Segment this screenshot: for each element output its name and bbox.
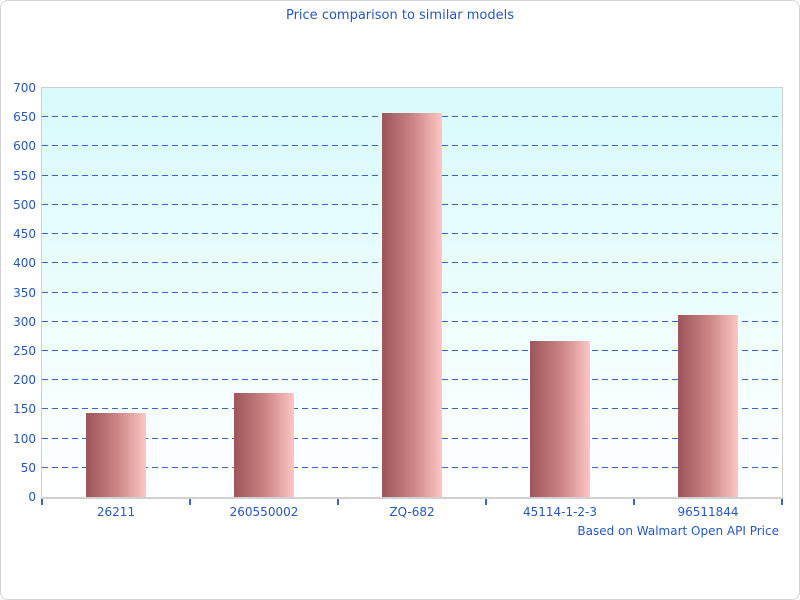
bar-260550002 <box>234 393 294 497</box>
y-axis-tick-label: 200 <box>13 373 36 388</box>
bar-ZQ-682 <box>382 112 442 497</box>
chart-title: Price comparison to similar models <box>285 8 515 23</box>
y-axis-tick-label: 50 <box>20 460 36 475</box>
x-axis-category-label: 260550002 <box>229 505 299 519</box>
bar-45114-1-2-3 <box>530 341 590 497</box>
bar-96511844 <box>678 315 738 497</box>
y-axis-tick-label: 650 <box>13 110 36 125</box>
bar-26211 <box>86 412 146 497</box>
y-axis-tick-label: 300 <box>13 314 36 329</box>
x-axis-tick-mark <box>337 499 339 505</box>
plot-area <box>41 87 783 505</box>
x-axis-category-label: 96511844 <box>677 505 739 519</box>
x-axis-tick-mark <box>485 499 487 505</box>
x-axis-category-label: ZQ-682 <box>389 505 435 519</box>
x-axis-labels: 26211 260550002 ZQ-682 45114-1-2-3 96511844 <box>42 505 782 521</box>
x-axis-category-label: 45114-1-2-3 <box>522 505 598 519</box>
chart-footer-note: Based on Walmart Open API Price <box>577 524 779 538</box>
y-axis-tick-label: 550 <box>13 168 36 183</box>
y-axis-tick-label: 250 <box>13 343 36 358</box>
x-axis-tick-mark <box>189 499 191 505</box>
y-axis-tick-label: 350 <box>13 285 36 300</box>
y-axis-labels: 0 50 100 150 200 250 300 350 400 450 500 550 600 650 7… <box>1 81 36 504</box>
y-axis-tick-label: 100 <box>13 431 36 446</box>
y-axis-tick-label: 700 <box>13 81 36 95</box>
y-axis-tick-label: 0 <box>28 490 36 504</box>
y-axis-tick-label: 150 <box>13 402 36 417</box>
x-axis-tick-mark <box>41 499 43 505</box>
y-axis-tick-label: 450 <box>13 227 36 242</box>
y-axis-tick-label: 500 <box>13 197 36 212</box>
y-axis-tick-label: 400 <box>13 256 36 271</box>
y-axis-tick-label: 600 <box>13 139 36 154</box>
x-axis-tick-mark <box>781 499 783 505</box>
x-axis-tick-mark <box>633 499 635 505</box>
x-axis-category-label: 26211 <box>96 505 136 519</box>
